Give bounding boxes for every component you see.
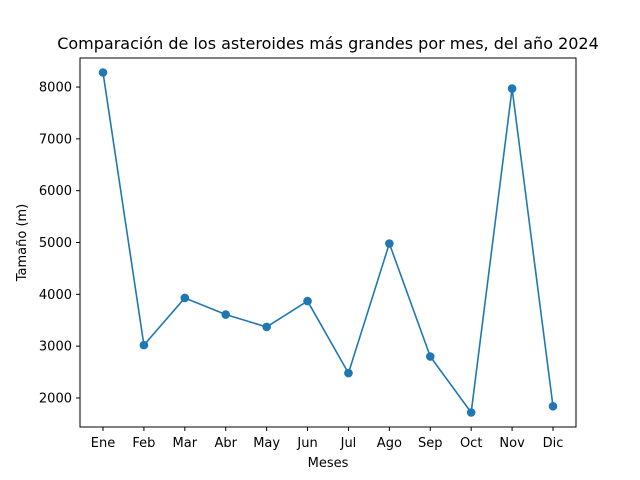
data-point [466, 408, 476, 417]
plot-area-frame [79, 57, 577, 428]
data-point [303, 296, 312, 306]
data-point [262, 322, 271, 332]
y-tick-label: 2000 [39, 391, 72, 406]
y-axis-label: Tamaño (m) [15, 204, 30, 283]
y-tick-label: 7000 [39, 132, 72, 147]
x-tick-label: Ago [377, 436, 402, 451]
data-point [507, 84, 517, 93]
y-tick-label: 3000 [39, 340, 72, 355]
data-point [548, 401, 558, 411]
series-layer [98, 68, 558, 417]
x-tick-label: Feb [132, 436, 155, 451]
x-tick-label: Oct [460, 436, 482, 451]
y-axis-ticks: 2000 3000 4000 5000 6000 7000 8000 [39, 81, 80, 406]
x-axis-ticks: Ene Feb Mar Abr May Jun Jul Ago Sep Oct Nov Dic [91, 427, 564, 451]
x-tick-label: Dic [543, 436, 564, 451]
x-tick-label: Mar [173, 436, 198, 451]
y-tick-label: 6000 [39, 184, 72, 199]
data-point [425, 352, 435, 361]
x-tick-label: Ene [91, 436, 115, 451]
x-tick-label: Abr [214, 436, 237, 451]
series-line [102, 71, 554, 414]
data-point [98, 68, 108, 77]
x-tick-label: Jun [296, 436, 317, 451]
data-point [344, 368, 353, 378]
chart-title: Comparación de los asteroides más grande… [57, 34, 599, 53]
data-point [180, 293, 190, 303]
y-tick-label: 8000 [39, 81, 72, 96]
y-tick-label: 5000 [39, 236, 72, 251]
x-tick-label: Jul [340, 436, 357, 451]
data-point [385, 239, 394, 248]
x-tick-label: Sep [418, 436, 443, 451]
x-axis-label: Meses [308, 456, 349, 471]
x-tick-label: Nov [499, 436, 525, 451]
data-point [221, 310, 231, 319]
y-tick-label: 4000 [39, 288, 72, 303]
x-tick-label: May [253, 436, 280, 451]
data-point [139, 340, 149, 350]
